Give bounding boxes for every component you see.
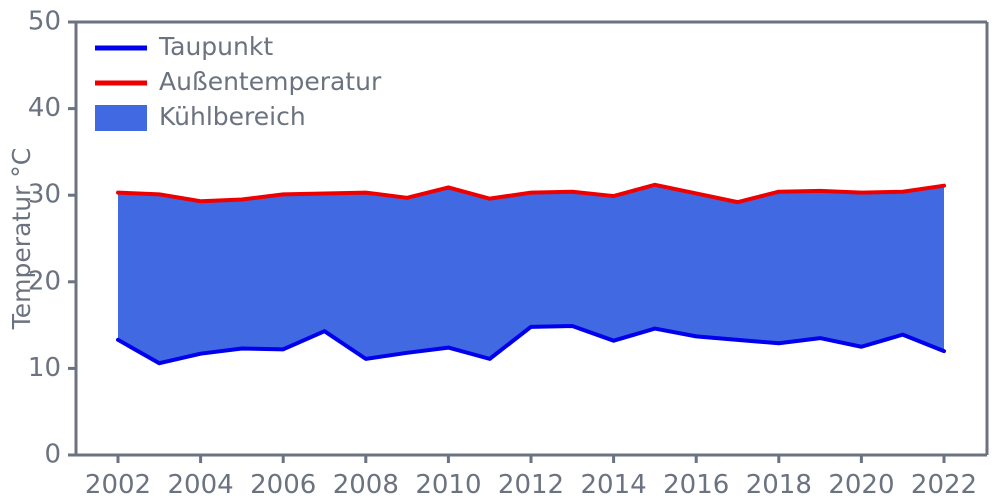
x-tick-label: 2016 xyxy=(663,470,729,500)
legend-label: Außentemperatur xyxy=(159,67,382,96)
y-tick-label: 30 xyxy=(28,180,61,210)
y-tick-label: 20 xyxy=(28,266,61,296)
legend-entry[interactable]: Außentemperatur xyxy=(95,67,382,96)
x-tick-label: 2020 xyxy=(828,470,894,500)
x-tick-label: 2012 xyxy=(498,470,564,500)
y-tick-label: 40 xyxy=(28,93,61,123)
legend-entry[interactable]: Taupunkt xyxy=(95,32,273,61)
legend-entry[interactable]: Kühlbereich xyxy=(95,102,306,131)
legend-label: Taupunkt xyxy=(158,32,273,61)
outside-temperature-line xyxy=(116,182,946,205)
x-tick-label: 2008 xyxy=(333,470,399,500)
x-tick-label: 2018 xyxy=(746,470,812,500)
chart-ticks xyxy=(68,20,946,463)
dewpoint-line xyxy=(116,323,946,366)
y-axis-title-text: Temperatur °C xyxy=(7,148,36,330)
x-tick-label: 2002 xyxy=(85,470,151,500)
y-tick-label: 50 xyxy=(28,7,61,37)
x-tick-label: 2022 xyxy=(911,470,977,500)
y-tick-label: 0 xyxy=(44,440,61,470)
x-tick-label: 2004 xyxy=(168,470,234,500)
chart-lines xyxy=(116,182,946,366)
legend-label: Kühlbereich xyxy=(159,102,306,131)
chart-legend: Taupunkt Außentemperatur Kühlbereich xyxy=(95,32,382,131)
x-tick-label: 2014 xyxy=(581,470,647,500)
y-tick-label: 10 xyxy=(28,353,61,383)
legend-swatch-icon xyxy=(95,105,147,131)
y-axis-title: Temperatur °C xyxy=(7,148,36,330)
cooling-band-area xyxy=(118,184,944,364)
cooling-band-fill xyxy=(118,184,944,364)
x-tick-label: 2006 xyxy=(250,470,316,500)
x-tick-label: 2010 xyxy=(415,470,481,500)
chart-tick-labels: 0 10 20 30 40 50 2002 2004 2006 2008 2010 2012 2014 2… xyxy=(28,7,977,500)
